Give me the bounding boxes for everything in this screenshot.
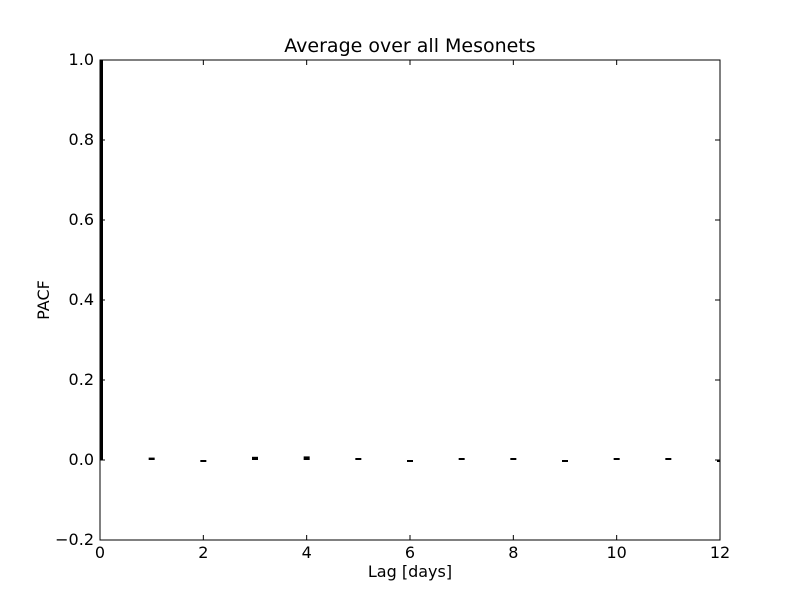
x-tick-label: 2 xyxy=(198,543,208,562)
ticks-layer xyxy=(99,59,721,541)
tick-labels-layer: 0 2 4 6 8 10 12 −0.2 0.0 0.2 0.4 0.6 0.8 1.0 xyxy=(55,50,730,562)
x-tick-label: 6 xyxy=(405,543,415,562)
pacf-bar-lag-12 xyxy=(717,460,720,462)
y-tick-label: 0.6 xyxy=(69,210,94,229)
x-tick-label: 12 xyxy=(710,543,730,562)
plot-frame xyxy=(99,59,721,541)
x-tick-label: 4 xyxy=(302,543,312,562)
y-tick-label: −0.2 xyxy=(55,530,94,549)
bars-layer xyxy=(100,60,720,462)
y-tick-label: 1.0 xyxy=(69,50,94,69)
pacf-bar-lag-3 xyxy=(252,456,258,460)
x-tick-label: 10 xyxy=(606,543,626,562)
pacf-bar-lag-1 xyxy=(148,457,155,460)
x-axis-label: Lag [days] xyxy=(368,562,452,581)
pacf-bar-lag-5 xyxy=(355,458,362,460)
pacf-bar-lag-2 xyxy=(200,460,207,462)
y-tick-label: 0.2 xyxy=(69,370,94,389)
pacf-bar-lag-9 xyxy=(562,460,568,462)
pacf-bar-lag-10 xyxy=(613,458,620,460)
pacf-bar-lag-11 xyxy=(665,458,672,460)
x-tick-label: 0 xyxy=(95,543,105,562)
y-axis-label: PACF xyxy=(34,280,53,320)
y-tick-label: 0.0 xyxy=(69,450,94,469)
y-tick-label: 0.8 xyxy=(69,130,94,149)
pacf-bar-lag-0 xyxy=(100,60,103,460)
chart-title: Average over all Mesonets xyxy=(284,35,535,57)
pacf-bar-lag-6 xyxy=(407,460,413,462)
pacf-bar-lag-4 xyxy=(303,456,310,460)
pacf-bar-lag-7 xyxy=(458,458,465,460)
pacf-bar-lag-8 xyxy=(510,458,517,460)
x-tick-label: 8 xyxy=(508,543,518,562)
y-tick-label: 0.4 xyxy=(69,290,94,309)
